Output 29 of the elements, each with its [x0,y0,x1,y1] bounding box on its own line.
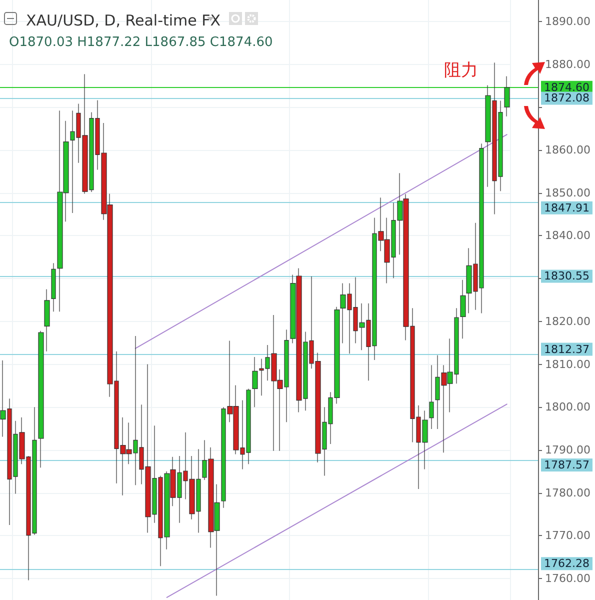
y-tick-label: 1760.00 [545,572,590,586]
y-tick-label: 1860.00 [545,144,590,156]
candlestick [460,280,466,339]
ref-line-label: 1812.37 [544,342,590,356]
y-tick-label: 1810.00 [545,358,590,371]
y-tick-label: 1770.00 [545,529,590,542]
ref-line-label: 1787.57 [544,458,590,472]
ref-line-label: 1872.08 [544,92,590,105]
annotation: 阻力 [444,60,478,80]
y-tick-label: 1790.00 [545,444,590,456]
y-tick-label: 1780.00 [545,486,590,500]
y-tick-label: 1800.00 [545,400,590,414]
candlestick [44,288,50,352]
candlestick [504,76,510,117]
text: O1870.03 H1877.22 L1867.85 C1874.60 [9,35,273,50]
y-tick-label: 1820.00 [545,314,590,328]
candlestick [51,262,56,312]
y-tick-label: 1840.00 [545,229,590,242]
y-tick-label: 1880.00 [545,58,590,71]
ref-line-label: 1762.28 [544,557,590,570]
y-tick-label: 1850.00 [545,186,590,200]
candlestick [429,364,434,430]
ref-line-label: 1847.91 [544,201,590,214]
y-tick-label: 1890.00 [545,14,590,28]
ref-line-label: 1830.55 [544,270,590,283]
ref-line-label: 1874.60 [544,80,590,94]
candlestick [252,356,258,408]
candlestick [38,330,44,468]
text: XAU/USD, D, Real-time FX [26,12,221,30]
